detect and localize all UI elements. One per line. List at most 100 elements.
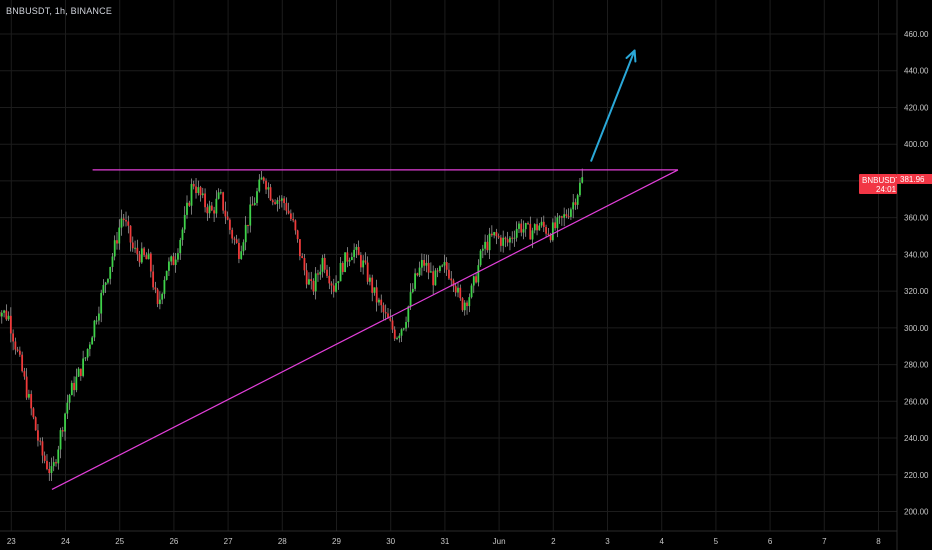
- candle-series: [0, 168, 584, 481]
- candle-body: [506, 239, 509, 243]
- arrow-head-icon: [625, 49, 637, 63]
- candle-body: [201, 193, 204, 196]
- candle-body: [520, 223, 523, 233]
- candle-body: [565, 214, 568, 217]
- candle-body: [177, 253, 179, 260]
- candle-body: [312, 280, 315, 292]
- candle-body: [513, 237, 516, 239]
- x-tick-label: 7: [822, 537, 827, 546]
- candle-body: [100, 292, 103, 314]
- candle-body: [353, 249, 356, 257]
- candle-body: [34, 417, 37, 431]
- candle-body: [210, 205, 213, 211]
- candle-body: [518, 223, 520, 229]
- price-tag-symbol: BNBUSDT: [862, 176, 900, 185]
- candle-body: [172, 256, 175, 265]
- candle-body: [163, 279, 166, 294]
- candle-body: [253, 202, 256, 206]
- candle-body: [136, 247, 139, 255]
- candle-body: [450, 278, 453, 281]
- candle-body: [556, 217, 559, 229]
- candle-body: [197, 187, 200, 193]
- candle-body: [484, 241, 486, 249]
- candle-body: [396, 338, 398, 340]
- candle-body: [262, 177, 265, 181]
- candle-body: [477, 265, 480, 283]
- candle-body: [454, 286, 457, 293]
- candle-body: [310, 279, 313, 281]
- candle-body: [366, 262, 369, 282]
- candle-body: [545, 227, 547, 234]
- candle-body: [463, 302, 466, 311]
- candle-body: [23, 371, 26, 377]
- candle-body: [443, 262, 446, 266]
- candle-body: [16, 349, 19, 351]
- candle-body: [382, 305, 385, 313]
- candle-body: [283, 198, 286, 204]
- candle-body: [533, 224, 536, 231]
- candle-body: [448, 269, 450, 279]
- candle-body: [46, 460, 48, 470]
- candle-body: [378, 299, 380, 303]
- candle-body: [59, 430, 62, 450]
- candle-body: [231, 229, 234, 239]
- candle-body: [542, 221, 545, 228]
- candle-body: [179, 239, 182, 254]
- candle-body: [570, 209, 572, 217]
- candle-body: [409, 292, 412, 307]
- candle-body: [43, 455, 46, 461]
- candle-body: [328, 275, 331, 284]
- candle-body: [183, 214, 186, 230]
- candle-body: [308, 279, 310, 285]
- candle-body: [301, 256, 304, 259]
- candle-body: [143, 248, 145, 256]
- candle-body: [305, 270, 308, 285]
- candle-body: [251, 204, 254, 206]
- candle-body: [158, 299, 161, 305]
- candle-body: [129, 225, 132, 243]
- candle-body: [459, 287, 462, 299]
- candle-body: [355, 246, 358, 250]
- candle-body: [558, 216, 561, 218]
- candle-body: [82, 358, 85, 376]
- projection-arrow: [590, 49, 636, 162]
- candle-body: [479, 250, 482, 266]
- candle-body: [154, 287, 157, 290]
- candle-body: [7, 315, 10, 320]
- candle-body: [563, 214, 566, 218]
- candle-body: [348, 259, 351, 262]
- candle-body: [500, 237, 502, 246]
- support-trendline: [51, 169, 679, 490]
- candle-body: [55, 462, 57, 464]
- candle-body: [174, 259, 177, 265]
- candle-body: [70, 382, 73, 396]
- candle-body: [391, 320, 394, 330]
- candle-body: [299, 239, 301, 257]
- candle-body: [125, 219, 127, 222]
- time-axis[interactable]: 23 24 25 26 27 28 29 30 31 Jun 2 3 4 5 6 7 8: [7, 537, 881, 546]
- candle-body: [73, 382, 75, 391]
- candle-body: [457, 287, 459, 293]
- candle-body: [41, 441, 44, 456]
- candle-body: [549, 234, 552, 241]
- x-tick-label: 24: [61, 537, 70, 546]
- candle-body: [490, 233, 493, 236]
- chart-title: BNBUSDT, 1h, BINANCE: [6, 6, 113, 16]
- candle-body: [131, 242, 134, 249]
- candle-body: [28, 394, 30, 398]
- candle-body: [107, 278, 109, 283]
- candle-body: [91, 337, 94, 345]
- candle-body: [335, 283, 337, 292]
- price-axis[interactable]: 200.00 220.00 240.00 260.00 280.00 300.00 320.…: [904, 30, 929, 517]
- candle-body: [21, 354, 24, 372]
- candle-body: [79, 368, 82, 376]
- candle-body: [267, 187, 270, 190]
- candle-body: [400, 329, 403, 336]
- drawing-overlays: [51, 49, 679, 490]
- candle-body: [269, 187, 272, 201]
- candle-body: [411, 288, 414, 293]
- candle-body: [116, 240, 118, 244]
- x-tick-label: 3: [605, 537, 610, 546]
